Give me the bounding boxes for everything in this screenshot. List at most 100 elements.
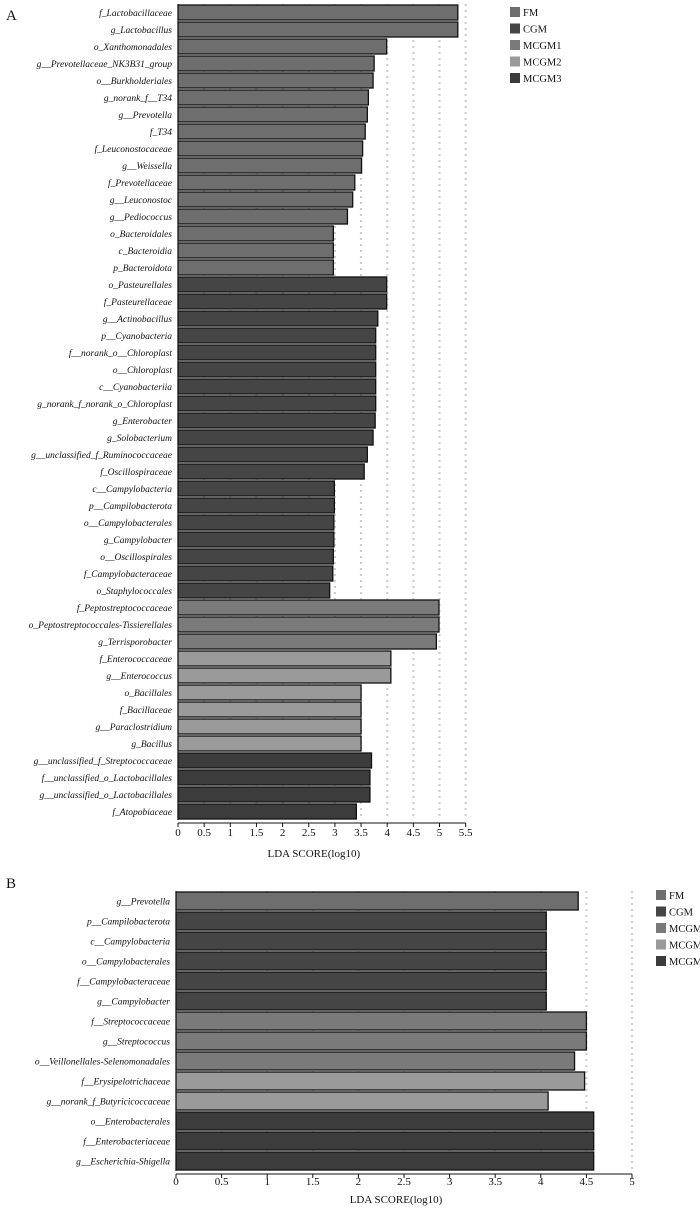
bar <box>177 293 388 310</box>
bar-label: g__Enterococcus <box>106 672 172 682</box>
legend-label: CGM <box>523 25 548 36</box>
bar-label: c_Bacteroidia <box>119 247 173 257</box>
bar <box>175 1091 549 1111</box>
x-axis-title: LDA SCORE(log10) <box>350 1194 443 1206</box>
bar <box>175 971 547 991</box>
bar <box>177 344 377 361</box>
legend-label: MCGM2 <box>669 941 700 952</box>
bar <box>177 21 459 38</box>
bar <box>175 951 547 971</box>
legend-swatch <box>656 890 666 900</box>
legend-label: FM <box>523 8 539 19</box>
bar-label: g__Streptococcus <box>103 1037 170 1047</box>
bar-label: g__Actinobacillus <box>103 315 172 325</box>
x-tick-label: 1 <box>264 1176 270 1188</box>
bar <box>177 242 334 259</box>
bar <box>177 752 373 769</box>
bar-label: f__Campylobacteraceae <box>77 976 170 987</box>
bar <box>177 378 377 395</box>
bar <box>175 1111 595 1131</box>
bar-label: f_Enterococcaceae <box>100 654 172 665</box>
x-tick-label: 2.5 <box>302 827 316 839</box>
bar <box>177 446 368 463</box>
bar-label: g__Prevotella <box>117 897 171 907</box>
gridlines-a <box>203 4 467 820</box>
legend-swatch <box>510 73 520 83</box>
bar-label: o__Campylobacterales <box>82 957 170 967</box>
legend-label: MCGM3 <box>669 957 700 968</box>
bar <box>177 616 440 633</box>
bar-label: o_Pasteurellales <box>109 281 173 291</box>
bar-label: g__Prevotellaceae_NK3B31_group <box>37 60 173 70</box>
legend-swatch <box>656 923 666 933</box>
bar <box>177 667 392 684</box>
x-tick-label: 5.5 <box>459 827 473 839</box>
bar-label: f__Erysipelotrichaceae <box>81 1076 170 1087</box>
bar-label: g__Weissella <box>122 162 172 172</box>
x-tick-label: 3.5 <box>354 827 368 839</box>
legend-swatch <box>656 956 666 966</box>
bar <box>177 123 366 140</box>
bar <box>175 1011 588 1031</box>
bar <box>177 803 357 820</box>
bar <box>175 1051 576 1071</box>
x-ticks-b: 0 0.5 1 1.5 2 2.5 3 3.5 4 4.5 5 <box>173 1174 635 1188</box>
legend-swatch <box>510 40 520 50</box>
bar <box>177 225 334 242</box>
bar <box>177 463 365 480</box>
bar <box>177 72 374 89</box>
x-tick-label: 4 <box>384 827 390 839</box>
bar <box>177 412 376 429</box>
bar <box>177 786 371 803</box>
x-tick-label: 2.5 <box>397 1176 411 1188</box>
bar-label: g_Enterobacter <box>113 417 173 427</box>
bar <box>177 769 371 786</box>
bar-label: f_Oscillospiraceae <box>100 467 172 478</box>
x-tick-label: 2 <box>356 1176 362 1188</box>
bar-label: o__Enterobacterales <box>91 1117 171 1127</box>
bar <box>177 497 336 514</box>
bar-label: o__Burkholderiales <box>97 77 173 87</box>
bar-label: o__Chloroplast <box>113 366 173 376</box>
x-tick-label: 5 <box>437 827 443 839</box>
bar <box>177 259 334 276</box>
bar-label: f_Atopobiaceae <box>112 807 172 818</box>
bar <box>177 684 362 701</box>
legend-swatch <box>510 56 520 67</box>
bar-label: g_Solobacterium <box>107 434 172 444</box>
bar <box>177 650 392 667</box>
panel-b: Bg__Prevotella p__Campilobacterota c__Camp… <box>6 876 700 1206</box>
bar-label: o__Oscillospirales <box>100 553 172 563</box>
bar-label: f_Campylobacteraceae <box>84 569 172 580</box>
bar <box>177 361 377 378</box>
bar <box>177 276 388 293</box>
bar-label: f__unclassified_o_Lactobacillales <box>42 773 173 784</box>
x-tick-label: 1 <box>228 827 234 839</box>
bar-label: g__unclassified_o_Lactobacillales <box>40 790 173 801</box>
bar <box>175 1071 586 1091</box>
bar <box>177 4 459 21</box>
bar-label: f_Peptostreptococcaceae <box>77 603 172 614</box>
legend-swatch <box>656 906 666 917</box>
x-tick-label: 1.5 <box>250 827 264 839</box>
legend-label: MCGM1 <box>523 41 562 52</box>
x-tick-label: 0 <box>173 1176 179 1188</box>
bar-label: g__Escherichia-Shigella <box>76 1157 170 1167</box>
bar <box>175 1131 595 1151</box>
bars-a: f_Lactobacillaceae g_Lactobacillus o_Xanth… <box>29 4 459 820</box>
x-tick-label: 4 <box>538 1176 544 1188</box>
bar-label: g__Pediococcus <box>110 213 173 223</box>
bar-label: f_Leuconostocaceae <box>94 144 172 155</box>
legend-label: MCGM3 <box>523 74 562 85</box>
x-tick-label: 0.5 <box>197 827 211 839</box>
bar <box>177 735 362 752</box>
bar <box>177 429 374 446</box>
bar <box>177 599 440 616</box>
bar-label: p__Cyanobacteria <box>100 332 172 342</box>
x-ticks-a: 0 0.5 1 1.5 2 2.5 3 3.5 4 4.5 5 5.5 <box>175 823 473 839</box>
bar <box>175 1151 595 1171</box>
bar <box>177 106 368 123</box>
gridlines-b <box>220 891 634 1171</box>
bar <box>177 531 335 548</box>
